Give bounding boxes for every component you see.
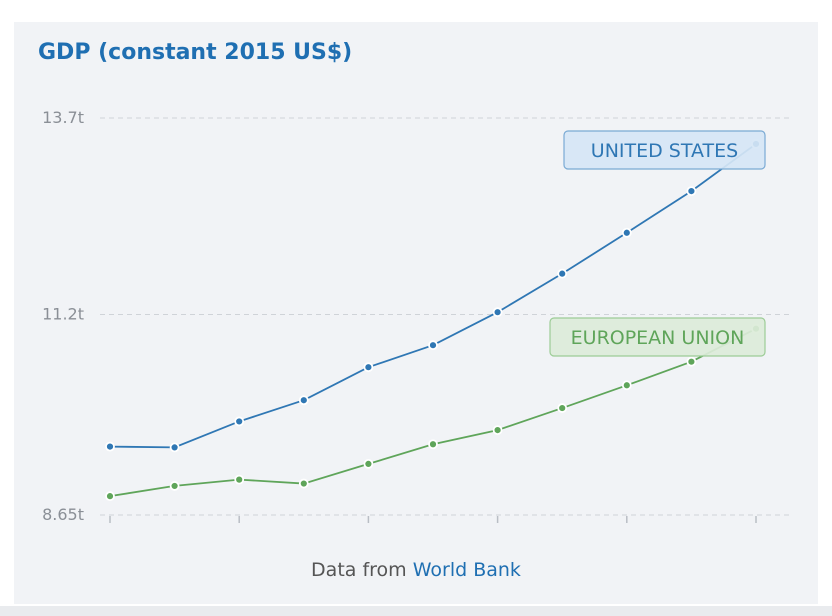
data-point[interactable] xyxy=(169,442,180,453)
data-point[interactable] xyxy=(105,441,115,452)
series-label: EUROPEAN UNION xyxy=(571,327,745,349)
data-point[interactable] xyxy=(169,481,180,491)
data-point[interactable] xyxy=(621,380,632,391)
data-point[interactable] xyxy=(298,478,309,489)
data-point[interactable] xyxy=(298,395,309,406)
data-point[interactable] xyxy=(428,439,438,450)
data-point[interactable] xyxy=(621,227,632,238)
bottom-divider xyxy=(0,606,832,616)
chart-title: GDP (constant 2015 US$) xyxy=(38,40,353,65)
data-source: Data from World Bank xyxy=(0,559,832,581)
source-prefix: Data from xyxy=(311,559,407,581)
series-line xyxy=(109,143,757,449)
y-tick-label: 8.65t xyxy=(42,505,84,524)
data-point[interactable] xyxy=(557,268,568,279)
series-label-box xyxy=(549,317,766,357)
series-label-box xyxy=(563,130,766,170)
chart-card xyxy=(14,22,818,604)
data-point[interactable] xyxy=(234,416,245,427)
data-point[interactable] xyxy=(234,474,245,485)
world-bank-link[interactable]: World Bank xyxy=(412,559,521,581)
data-point[interactable] xyxy=(363,459,374,469)
data-point[interactable] xyxy=(557,403,568,413)
data-point[interactable] xyxy=(492,307,503,318)
data-point[interactable] xyxy=(492,425,503,435)
data-point[interactable] xyxy=(105,491,115,502)
y-tick-label: 13.7t xyxy=(42,108,84,127)
y-tick-label: 11.2t xyxy=(42,305,84,324)
data-point[interactable] xyxy=(363,362,374,373)
data-point[interactable] xyxy=(686,186,697,197)
data-point[interactable] xyxy=(428,340,438,351)
series-label: UNITED STATES xyxy=(591,140,738,162)
data-point[interactable] xyxy=(686,356,697,367)
